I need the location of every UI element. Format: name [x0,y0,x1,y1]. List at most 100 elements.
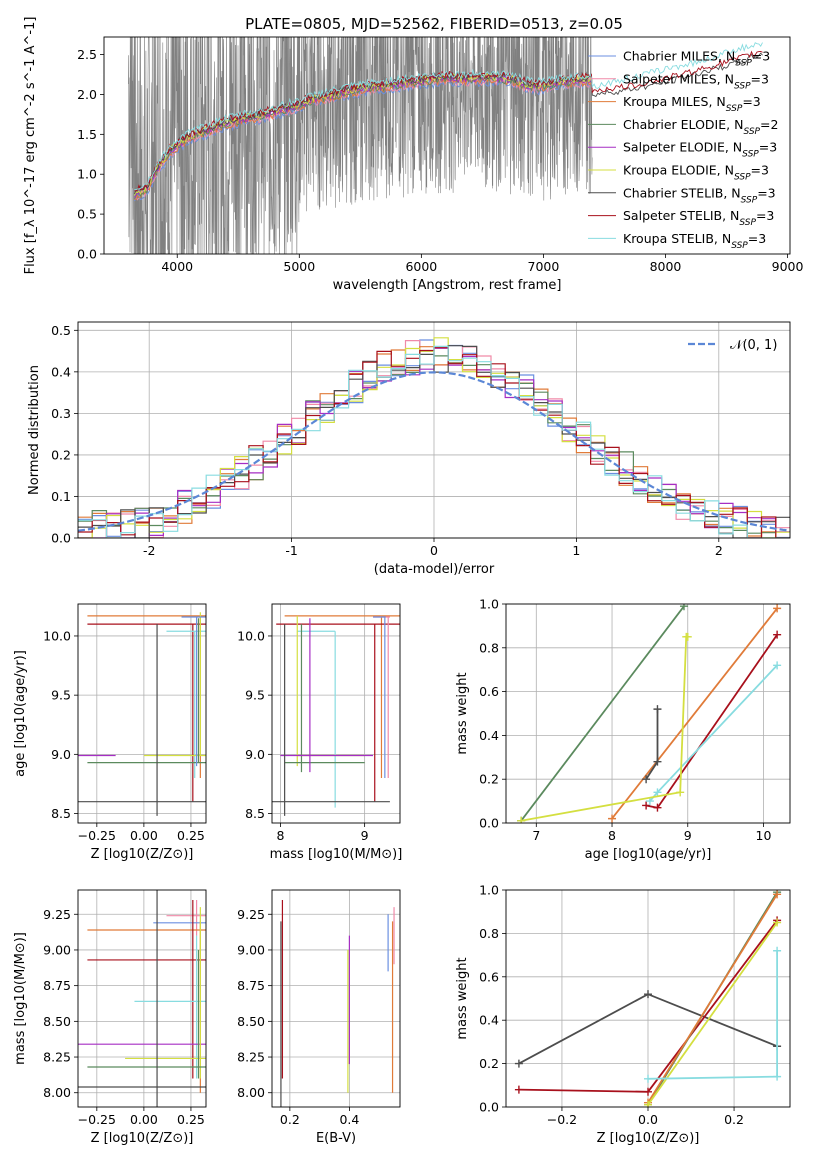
panel-residuals: -2 -1 0 1 2 0.0 0.1 0.2 0.3 0.4 0.5 (data-model)/er… [27,321,791,577]
y-tick-label: 0.8 [479,640,499,655]
panel-spectrum: 4000 5000 6000 7000 8000 9000 0.0 0.5 1.0 1.5 2.0 2… [23,17,804,293]
weight-marker [773,946,782,955]
y-tick-label: 9.0 [51,747,71,762]
legend-suffix: =3 [759,140,777,155]
legend-label: Kroupa MILES, NSSP=3 [623,94,761,114]
weight-marker [773,661,782,670]
weight-line-salpeter-stelib [645,634,778,809]
y-tick-label: 0.0 [51,531,71,546]
y-tick-label: 1.0 [479,883,499,898]
legend-subscript: SSP [726,104,743,114]
weight-marker [773,604,782,613]
legend-subscript: SSP [742,150,759,160]
y-tick-label: 0.6 [479,969,499,984]
x-tick-label: 7000 [528,259,560,274]
y-tick-label: 8.00 [43,1085,71,1100]
y-tick-label: 9.00 [237,942,265,957]
normal-curve [78,371,790,532]
legend-subscript: SSP [734,81,751,91]
x-axis-label: (data-model)/error [374,562,495,577]
y-axis-label: Flux [f_λ 10^-17 erg cm^-2 s^-1 A^-1] [23,17,38,275]
y-tick-label: 2.5 [77,47,97,62]
panel-age-vs-z: −0.25 0.00 0.25 8.5 9.0 9.5 10.0 Z [log10(Z/Z⊙)… [13,603,207,862]
weight-marker [642,775,651,784]
x-tick-label: −0.25 [78,1112,116,1127]
legend-label: Chabrier MILES, NSSP=3 [623,49,770,69]
x-tick-label: 8 [276,828,284,843]
x-tick-label: 0.4 [339,1112,359,1127]
y-tick-label: 8.5 [245,806,265,821]
x-tick-label: 2 [715,543,723,558]
plot-area-weight-vs-z [514,890,782,1107]
plot-area-mass-vs-z [78,890,206,1107]
legend-label: Kroupa ELODIE, NSSP=3 [623,163,769,183]
y-axis-label: mass weight [455,957,470,1039]
y-axis-label: mass weight [455,672,470,754]
axes-frame [505,603,791,824]
y-tick-label: 9.25 [237,907,265,922]
y-tick-label: 8.25 [43,1050,71,1065]
y-tick-label: 10.0 [43,628,71,643]
x-axis-label: mass [log10(M/M⊙)] [270,847,403,862]
legend-subscript: SSP [731,241,748,251]
panel-mass-vs-ebv: 0.2 0.4 8.00 8.25 8.50 8.75 9.00 9.25 E(B-V) [237,889,401,1146]
plot-area-spectrum [128,37,763,254]
plot-area-weight-vs-age [517,604,782,823]
y-tick-label: 0.2 [51,447,71,462]
legend-suffix: =3 [751,71,769,86]
legend-suffix: =3 [751,163,769,178]
legend-label: Salpeter STELIB, NSSP=3 [623,208,774,228]
weight-marker [514,1085,523,1094]
legend-subscript: SSP [739,218,756,228]
axes-frame [77,603,207,824]
y-tick-label: 8.50 [43,1014,71,1029]
y-tick-label: 0.4 [479,1013,499,1028]
x-tick-label: -1 [285,543,297,558]
figure-title: PLATE=0805, MJD=52562, FIBERID=0513, z=0… [245,15,623,33]
y-tick-label: 0.6 [479,684,499,699]
legend-subscript: SSP [743,127,760,137]
plot-area-mass-vs-ebv [280,899,395,1107]
legend-suffix: =2 [760,117,778,132]
weight-line-kroupa-stelib [649,664,778,802]
panel-mass-vs-z: −0.25 0.00 0.25 8.00 8.25 8.50 8.75 9.00 9.25 Z [… [13,889,207,1146]
x-tick-label: 9 [684,828,692,843]
weight-marker [653,757,662,766]
weight-marker [514,1059,523,1068]
panel-weight-vs-z: −0.2 0.0 0.2 0.0 0.2 0.4 0.6 0.8 1.0 Z [log10(Z/Z… [455,883,791,1146]
weight-marker [679,604,688,611]
y-tick-label: 8.75 [43,978,71,993]
y-tick-label: 0.1 [51,489,71,504]
weight-marker [517,816,526,823]
y-tick-label: 9.5 [51,688,71,703]
y-tick-label: 0.5 [77,207,97,222]
weight-marker [653,705,662,714]
axes-frame [77,321,791,539]
y-axis-label: Normed distribution [27,365,42,495]
weight-marker [676,788,685,797]
legend-label: Chabrier ELODIE, NSSP=2 [623,117,778,137]
model-line-salpeter-stelib [134,50,763,192]
x-tick-label: 8000 [650,259,682,274]
x-tick-label: 9000 [772,259,804,274]
legend-label: Salpeter ELODIE, NSSP=3 [623,140,777,160]
legend-suffix: =3 [757,185,775,200]
x-tick-label: 4000 [161,259,193,274]
y-axis-label: mass [log10(M/M⊙)] [13,932,28,1065]
weight-marker [644,1074,652,1083]
x-tick-label: −0.2 [547,1112,577,1127]
y-tick-label: 10.0 [237,628,265,643]
weight-marker [653,788,662,797]
x-tick-label: 9 [361,828,369,843]
y-axis-label: age [log10(age/yr)] [13,650,28,777]
x-tick-label: -2 [143,543,155,558]
weight-marker [644,1087,652,1096]
histogram-kroupa-stelib [78,345,790,538]
weight-marker [644,990,652,999]
y-tick-label: 0.0 [479,1100,499,1115]
legend-suffix: =3 [742,94,760,109]
x-tick-label: 0.0 [638,1112,658,1127]
axes-frame [103,36,791,255]
histogram-kroupa-elodie [78,337,790,538]
legend-label: Chabrier STELIB, NSSP=3 [623,185,776,205]
